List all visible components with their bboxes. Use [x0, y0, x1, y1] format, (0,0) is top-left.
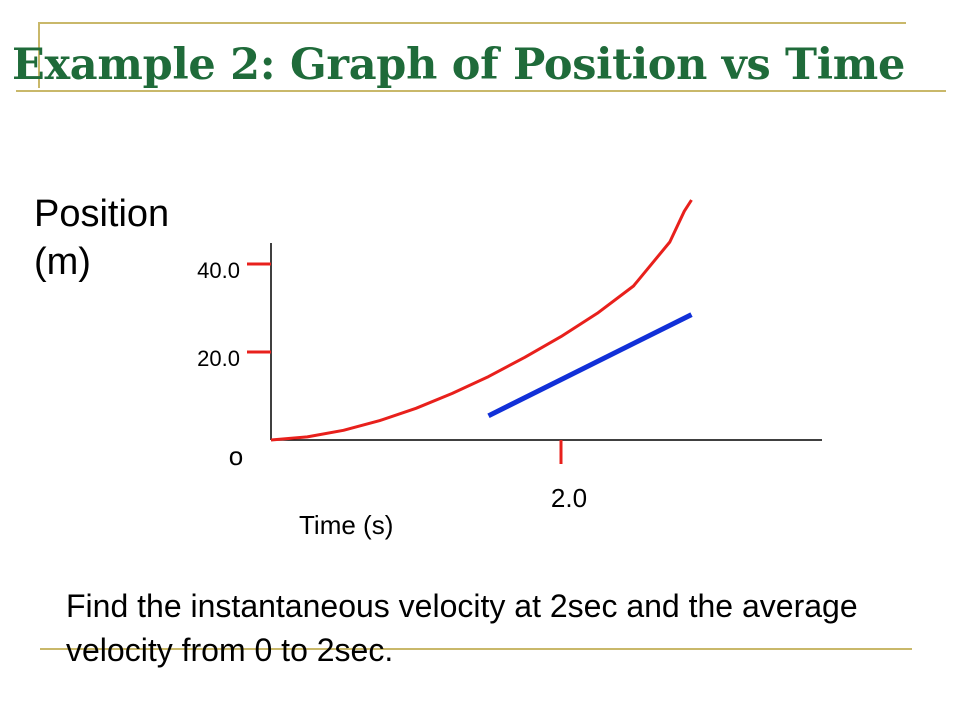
left-decoration-line: [38, 22, 40, 88]
tangent-line: [487, 312, 693, 419]
x-axis-label: Time (s): [299, 510, 394, 540]
page-title: Example 2: Graph of Position vs Time: [12, 40, 906, 90]
top-decoration-line: [38, 22, 906, 24]
y-axis-label: Position (m): [34, 193, 170, 283]
x-tick-label-0: 2.0: [551, 483, 587, 513]
question-text: Find the instantaneous velocity at 2sec …: [66, 588, 858, 668]
position-curve: [270, 199, 693, 442]
y-tick-label-0: 20.0: [197, 346, 240, 371]
bottom-decoration-line: [40, 648, 912, 650]
origin-label: o: [229, 441, 243, 471]
title-underline: [16, 90, 946, 92]
y-tick-label-1: 40.0: [197, 258, 240, 283]
